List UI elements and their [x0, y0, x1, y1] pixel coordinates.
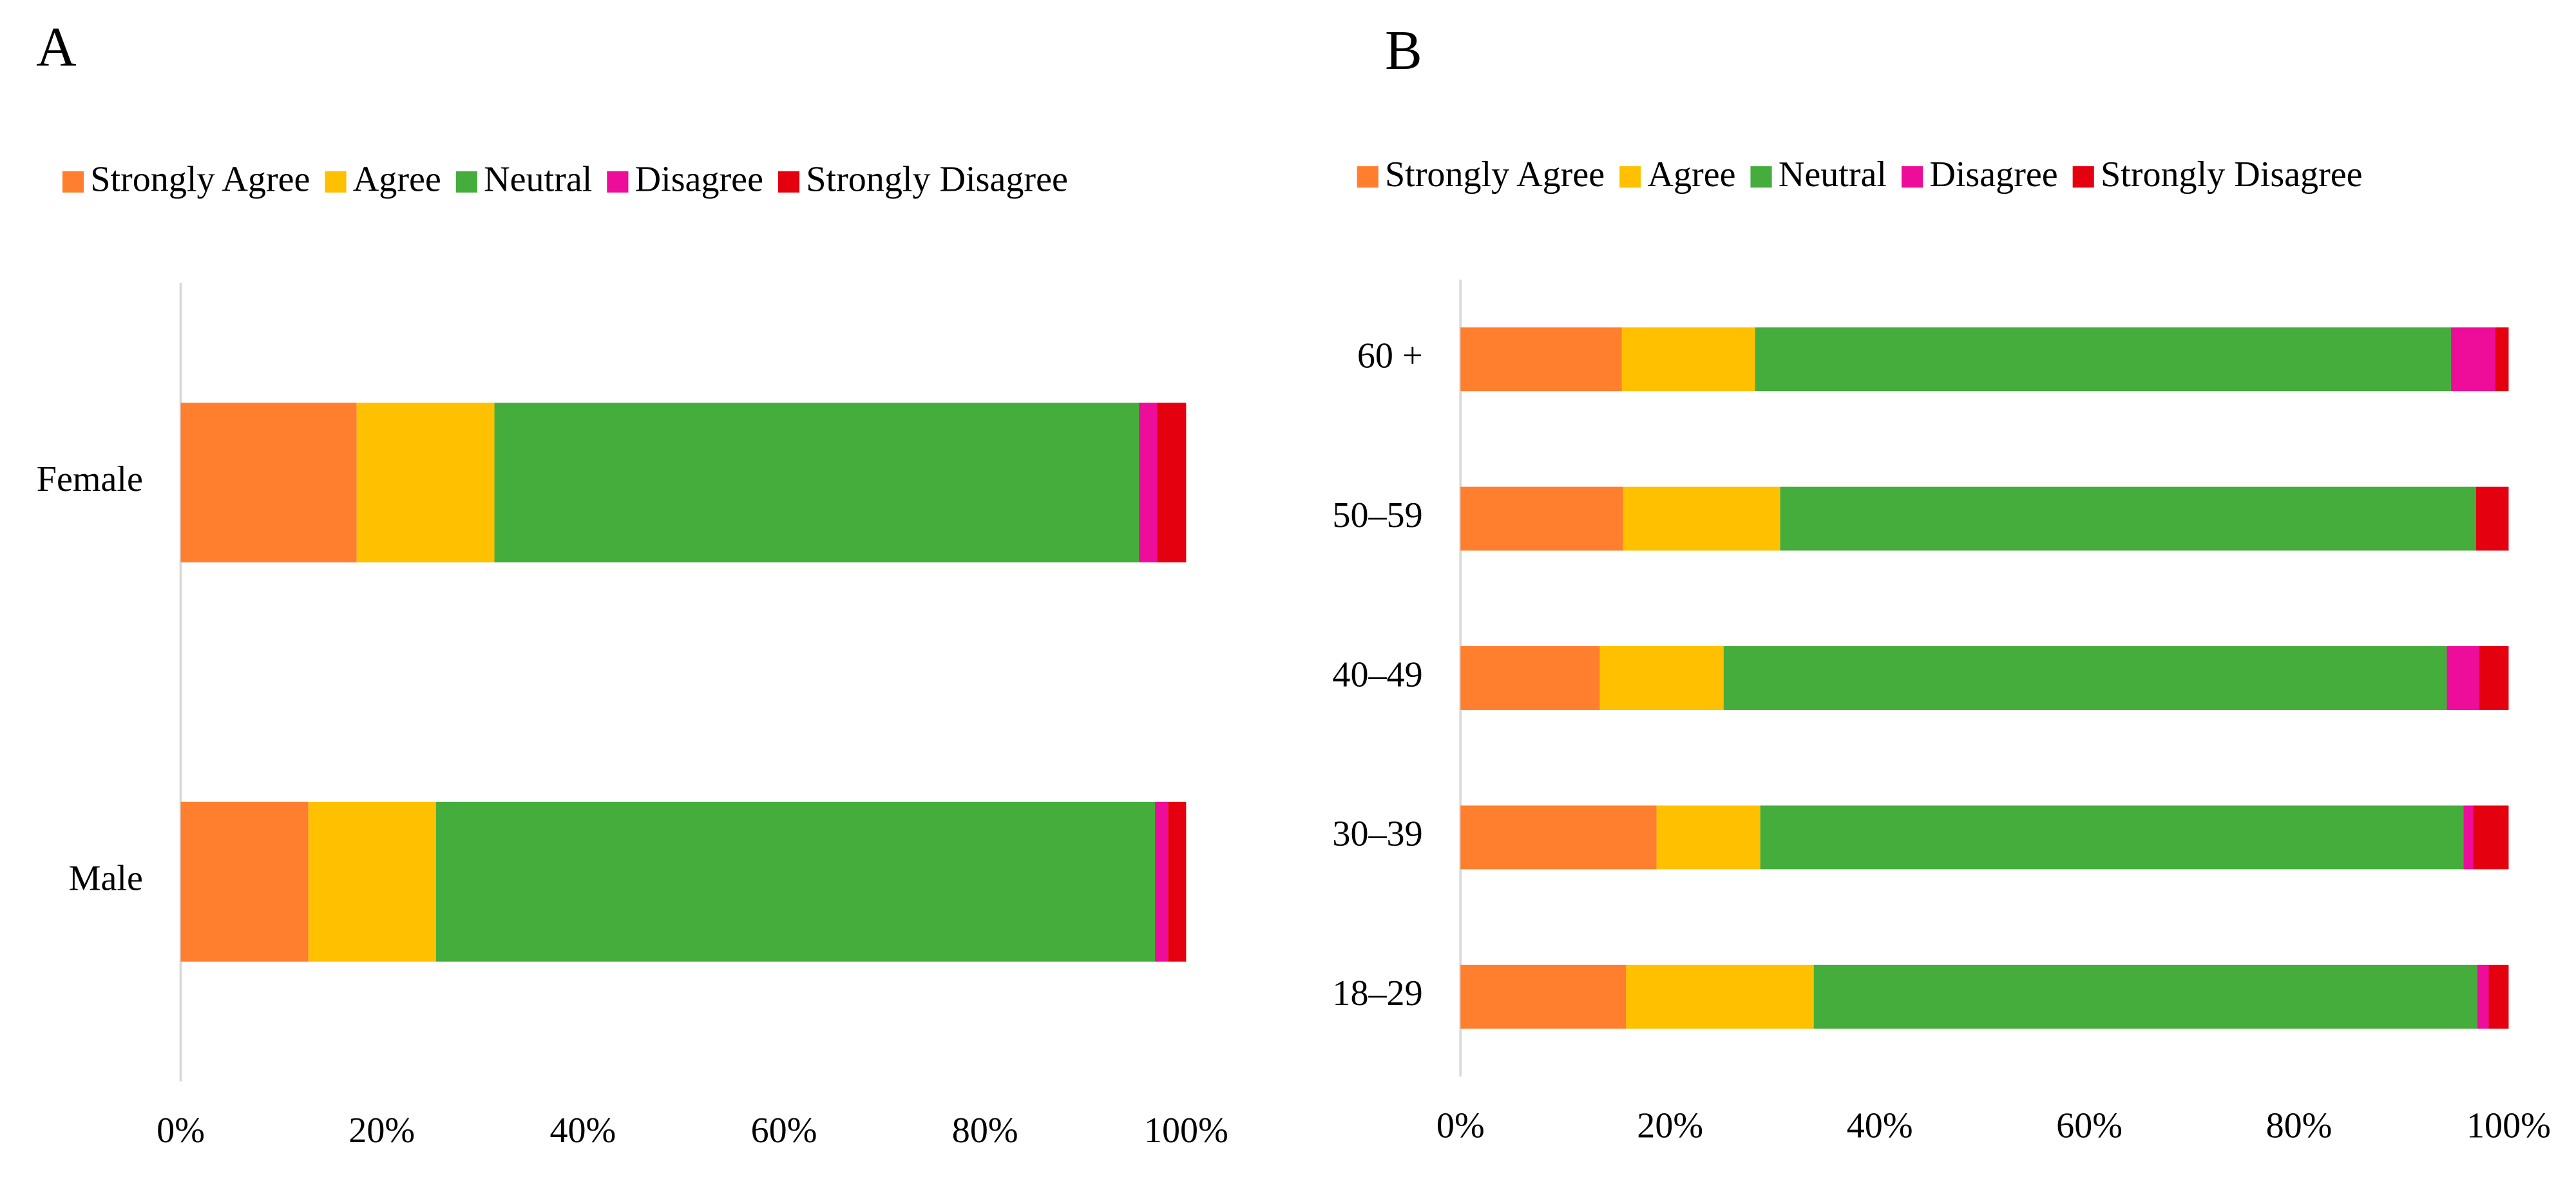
x-tick-label: 0% — [157, 1111, 205, 1151]
x-tick-label: 20% — [348, 1111, 415, 1151]
bar-segment — [1599, 646, 1724, 710]
bar-segment — [1780, 486, 2476, 551]
x-tick-label: 40% — [1847, 1105, 1913, 1145]
bar-segment — [2450, 327, 2495, 392]
bar-segment — [2476, 486, 2509, 551]
legend-label: Neutral — [1779, 155, 1887, 195]
bar-segment — [1760, 805, 2464, 870]
legend-swatch — [1901, 166, 1923, 188]
legend-swatch — [62, 171, 84, 193]
legend-label: Strongly Disagree — [2101, 155, 2363, 195]
bar-segment — [2473, 805, 2509, 870]
y-tick-label: Male — [69, 859, 143, 899]
legend-swatch — [607, 171, 629, 193]
bar-segment — [1755, 327, 2451, 392]
bar-segment — [1656, 805, 1760, 870]
legend-label: Agree — [1647, 155, 1735, 195]
panel-title: A — [36, 16, 77, 78]
x-tick-label: 80% — [2266, 1105, 2333, 1145]
y-tick-label: 60 + — [1357, 336, 1423, 376]
bar-segment — [494, 403, 1140, 562]
bar-segment — [1460, 805, 1657, 870]
legend-swatch — [778, 171, 800, 193]
y-tick-label: Female — [37, 459, 143, 499]
bar-segment — [1154, 801, 1169, 962]
legend-label: Strongly Agree — [90, 159, 310, 199]
y-tick-label: 40–49 — [1332, 655, 1422, 694]
legend-swatch — [1750, 166, 1772, 188]
bar-segment — [308, 801, 436, 962]
y-tick-label: 18–29 — [1332, 973, 1422, 1013]
bar-segment — [1168, 801, 1187, 962]
bar-segment — [1623, 486, 1780, 551]
bar-segment — [1460, 646, 1600, 710]
legend-swatch — [325, 171, 347, 193]
legend-swatch — [1357, 166, 1379, 188]
bar-segment — [2447, 646, 2479, 710]
x-tick-label: 60% — [751, 1111, 817, 1151]
x-tick-label: 0% — [1436, 1105, 1485, 1145]
bar-segment — [1621, 327, 1755, 392]
bar-segment — [1139, 403, 1158, 562]
bar-segment — [1460, 964, 1627, 1029]
legend-label: Disagree — [1929, 155, 2057, 195]
bar-segment — [2488, 964, 2509, 1029]
bar-segment — [2479, 646, 2509, 710]
legend-label: Disagree — [635, 159, 763, 199]
bar-segment — [1460, 486, 1623, 551]
bar-segment — [435, 801, 1155, 962]
legend-label: Strongly Disagree — [806, 159, 1068, 199]
x-tick-label: 80% — [952, 1111, 1018, 1151]
legend-swatch — [2072, 166, 2094, 188]
x-tick-label: 100% — [1144, 1111, 1228, 1151]
bar-segment — [1813, 964, 2477, 1029]
legend-label: Neutral — [484, 159, 592, 199]
x-tick-label: 40% — [549, 1111, 616, 1151]
y-tick-label: 50–59 — [1332, 495, 1422, 535]
y-tick-label: 30–39 — [1332, 814, 1422, 854]
x-tick-label: 100% — [2466, 1105, 2551, 1145]
legend-swatch — [1619, 166, 1641, 188]
bar-segment — [2477, 964, 2489, 1029]
legend-label: Strongly Agree — [1385, 155, 1605, 195]
panel-title: B — [1385, 19, 1422, 81]
legend-swatch — [455, 171, 477, 193]
bar-segment — [1460, 327, 1622, 392]
bar-segment — [2463, 805, 2474, 870]
bar-segment — [2495, 327, 2509, 392]
legend-label: Agree — [353, 159, 441, 199]
x-tick-label: 60% — [2056, 1105, 2123, 1145]
x-tick-label: 20% — [1637, 1105, 1703, 1145]
bar-segment — [1626, 964, 1814, 1029]
bar-segment — [1157, 403, 1187, 562]
bar-segment — [180, 801, 309, 962]
bar-segment — [356, 403, 495, 562]
bar-segment — [1723, 646, 2447, 710]
bar-segment — [180, 403, 357, 562]
